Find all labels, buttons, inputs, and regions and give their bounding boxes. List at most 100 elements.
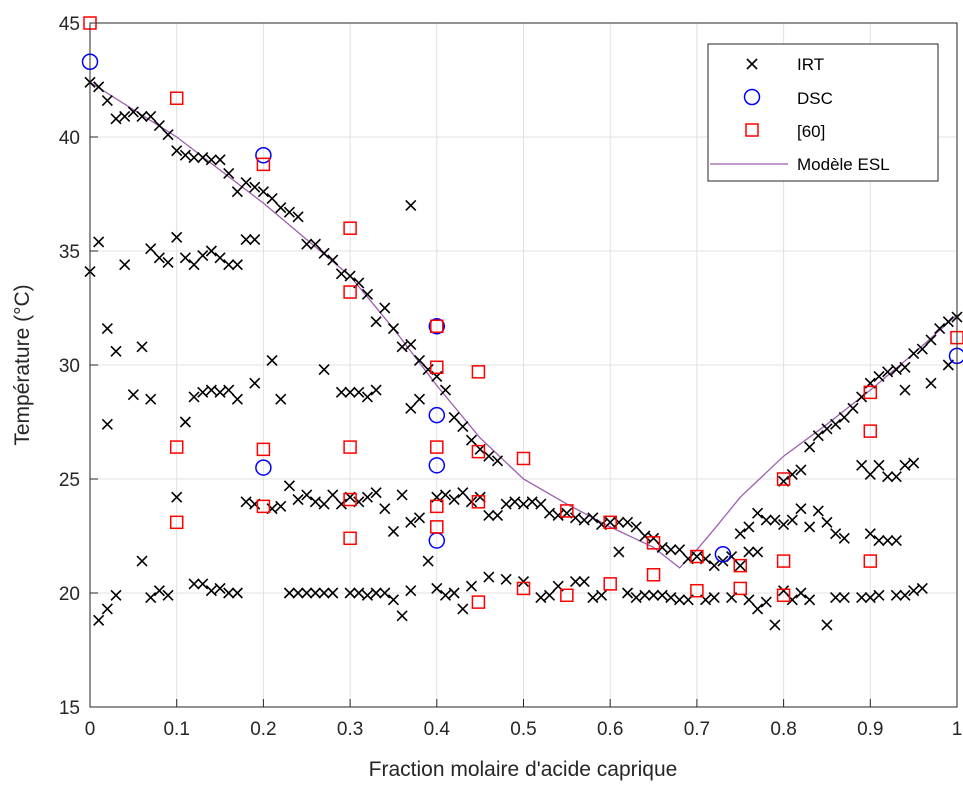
dsc-point [428, 457, 446, 474]
irt-point-stroke [188, 391, 200, 403]
irt-point [205, 585, 217, 597]
irt-point-stroke [361, 391, 374, 403]
legend-symbol-ref60 [745, 123, 759, 137]
x-tick-label: 0.4 [424, 719, 451, 740]
irt-point-stroke [327, 489, 339, 501]
irt-point [517, 576, 530, 588]
irt-point [309, 238, 321, 250]
irt-point [483, 571, 495, 583]
legend-label-dsc: DSC [797, 89, 833, 108]
irt-point-stroke [838, 591, 850, 604]
irt-point-stroke [127, 389, 139, 401]
irt-point [179, 252, 191, 264]
irt-point-stroke [93, 81, 105, 93]
irt-point [856, 591, 868, 604]
irt-point [856, 459, 868, 471]
irt-point-stroke [205, 384, 217, 396]
ref60-point [343, 221, 357, 235]
irt-point-stroke [656, 541, 668, 553]
irt-point [145, 393, 157, 405]
irt-point [647, 589, 660, 601]
irt-point [205, 154, 217, 166]
irt-point-stroke [275, 500, 287, 512]
irt-point-stroke [361, 589, 374, 601]
irt-point-stroke [535, 498, 547, 510]
irt-point [361, 589, 374, 601]
irt-point [318, 247, 330, 259]
irt-point-stroke [249, 181, 261, 193]
irt-point-stroke [266, 354, 278, 367]
ref60-point [776, 554, 791, 568]
irt-point [101, 322, 113, 335]
irt-point-stroke [197, 249, 209, 262]
irt-point-stroke [101, 322, 113, 335]
irt-point [223, 587, 235, 599]
irt-point [812, 430, 824, 442]
irt-point-stroke [821, 619, 833, 631]
irt-point [214, 252, 226, 264]
irt-point-stroke [578, 576, 590, 588]
irt-point-stroke [361, 288, 374, 300]
irt-point [439, 489, 452, 501]
irt-point-stroke [396, 489, 408, 501]
irt-point-stroke [396, 341, 408, 353]
irt-point [361, 491, 374, 503]
irt-point [153, 585, 165, 597]
irt-point [127, 389, 139, 401]
irt-point-stroke [223, 384, 235, 396]
irt-point-stroke [179, 149, 191, 161]
irt-point-stroke [882, 534, 894, 547]
ref60-point [256, 157, 271, 172]
irt-point [335, 386, 347, 398]
irt-point [769, 619, 781, 631]
irt-point-stroke [760, 514, 772, 526]
irt-point [387, 525, 400, 538]
irt-point [500, 573, 512, 585]
irt-point-stroke [153, 252, 165, 264]
irt-point-stroke [405, 585, 417, 597]
irt-point-stroke [145, 591, 157, 604]
irt-point-stroke [413, 512, 426, 524]
irt-point [145, 243, 157, 255]
ref60-point [430, 440, 444, 454]
irt-point [752, 546, 764, 558]
irt-point [543, 589, 556, 601]
irt-point [882, 471, 894, 483]
irt-point [535, 591, 547, 604]
irt-point-stroke [188, 151, 200, 164]
irt-point [630, 591, 642, 604]
irt-point-stroke [509, 496, 521, 508]
irt-point [656, 589, 668, 601]
ref60-point [430, 319, 444, 333]
irt-point-stroke [587, 512, 599, 524]
irt-point [93, 236, 105, 248]
irt-point-stroke [179, 416, 191, 428]
x-tick-label: 0.6 [597, 719, 623, 740]
irt-point-stroke [465, 434, 478, 446]
irt-point-stroke [830, 591, 842, 604]
irt-point-stroke [804, 521, 816, 533]
data-markers [81, 16, 963, 631]
irt-point [301, 489, 313, 501]
irt-point-stroke [700, 594, 712, 606]
irt-point-stroke [873, 370, 885, 382]
irt-point [873, 589, 885, 601]
ref60-point [343, 531, 357, 546]
irt-point-stroke [136, 555, 148, 567]
irt-point-stroke [621, 587, 634, 599]
irt-point-stroke [379, 587, 391, 599]
irt-point [665, 591, 677, 604]
irt-point-stroke [465, 496, 478, 508]
irt-point [500, 498, 512, 510]
irt-point [734, 528, 746, 540]
irt-point [240, 496, 252, 508]
irt-point-stroke [439, 489, 452, 501]
irt-point-stroke [292, 587, 304, 599]
irt-point-stroke [483, 509, 495, 522]
irt-point [309, 496, 321, 508]
irt-point-stroke [162, 589, 174, 601]
irt-point [543, 507, 556, 519]
irt-point-stroke [240, 496, 252, 508]
irt-point-stroke [899, 589, 911, 601]
irt-point-stroke [647, 589, 660, 601]
